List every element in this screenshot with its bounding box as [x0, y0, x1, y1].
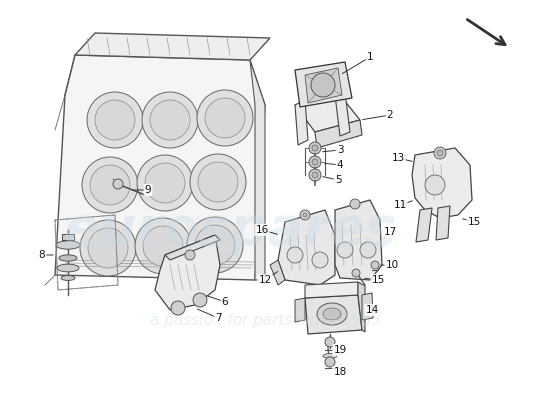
Circle shape: [142, 92, 198, 148]
Circle shape: [137, 155, 193, 211]
Text: 19: 19: [333, 345, 346, 355]
Circle shape: [371, 261, 379, 269]
Ellipse shape: [323, 308, 341, 320]
Polygon shape: [278, 210, 335, 285]
Circle shape: [325, 337, 335, 347]
Text: 11: 11: [393, 200, 406, 210]
Text: 13: 13: [392, 153, 405, 163]
Text: a passion for parts since 1985: a passion for parts since 1985: [150, 312, 381, 328]
Circle shape: [113, 179, 123, 189]
Circle shape: [82, 157, 138, 213]
Ellipse shape: [59, 255, 77, 261]
Polygon shape: [335, 200, 382, 280]
Circle shape: [312, 172, 318, 178]
Circle shape: [309, 156, 321, 168]
Polygon shape: [305, 295, 362, 334]
Text: eurospares: eurospares: [63, 204, 397, 256]
Text: 9: 9: [145, 185, 151, 195]
Circle shape: [300, 210, 310, 220]
Polygon shape: [75, 33, 270, 60]
Circle shape: [337, 242, 353, 258]
Text: 5: 5: [335, 175, 342, 185]
Circle shape: [171, 301, 185, 315]
Text: 12: 12: [258, 275, 272, 285]
Polygon shape: [155, 235, 220, 310]
Circle shape: [325, 357, 335, 367]
Polygon shape: [436, 206, 450, 240]
Polygon shape: [55, 55, 265, 280]
Ellipse shape: [61, 276, 75, 280]
Circle shape: [309, 169, 321, 181]
Polygon shape: [250, 60, 265, 280]
Ellipse shape: [56, 241, 80, 249]
Circle shape: [190, 154, 246, 210]
Polygon shape: [62, 234, 74, 240]
Text: 2: 2: [387, 110, 393, 120]
Text: 1: 1: [367, 52, 373, 62]
Polygon shape: [315, 120, 362, 148]
Ellipse shape: [57, 264, 79, 272]
Text: 15: 15: [371, 275, 384, 285]
Polygon shape: [270, 260, 285, 285]
Text: 3: 3: [337, 145, 343, 155]
Polygon shape: [295, 100, 308, 145]
Circle shape: [143, 226, 183, 266]
Polygon shape: [295, 95, 360, 132]
Circle shape: [198, 162, 238, 202]
Circle shape: [95, 100, 135, 140]
Polygon shape: [412, 148, 472, 218]
Circle shape: [350, 199, 360, 209]
Polygon shape: [362, 293, 373, 320]
Circle shape: [185, 250, 195, 260]
Text: 7: 7: [214, 313, 221, 323]
Ellipse shape: [317, 303, 347, 325]
Circle shape: [312, 159, 318, 165]
Text: 6: 6: [222, 297, 228, 307]
Circle shape: [425, 175, 445, 195]
Circle shape: [312, 252, 328, 268]
Polygon shape: [295, 298, 305, 322]
Circle shape: [150, 100, 190, 140]
Polygon shape: [305, 282, 358, 298]
Circle shape: [309, 142, 321, 154]
Circle shape: [193, 293, 207, 307]
Polygon shape: [165, 235, 220, 260]
Circle shape: [88, 228, 128, 268]
Circle shape: [312, 145, 318, 151]
Text: 15: 15: [468, 217, 481, 227]
Text: 16: 16: [255, 225, 268, 235]
Circle shape: [195, 225, 235, 265]
Circle shape: [197, 90, 253, 146]
Polygon shape: [416, 208, 432, 242]
Text: 18: 18: [333, 367, 346, 377]
Text: 8: 8: [39, 250, 45, 260]
Text: 17: 17: [383, 227, 397, 237]
Circle shape: [205, 98, 245, 138]
Circle shape: [360, 242, 376, 258]
Circle shape: [87, 92, 143, 148]
Circle shape: [287, 247, 303, 263]
Polygon shape: [305, 68, 342, 103]
Polygon shape: [335, 92, 350, 136]
Polygon shape: [358, 282, 365, 332]
Circle shape: [434, 147, 446, 159]
Circle shape: [311, 73, 335, 97]
Ellipse shape: [323, 354, 337, 358]
Circle shape: [437, 150, 443, 156]
Circle shape: [352, 269, 360, 277]
Circle shape: [187, 217, 243, 273]
Polygon shape: [295, 62, 352, 107]
Text: 10: 10: [386, 260, 399, 270]
Circle shape: [90, 165, 130, 205]
Circle shape: [135, 218, 191, 274]
Text: 4: 4: [337, 160, 343, 170]
Circle shape: [145, 163, 185, 203]
Text: 14: 14: [365, 305, 378, 315]
Circle shape: [303, 213, 307, 217]
Circle shape: [80, 220, 136, 276]
